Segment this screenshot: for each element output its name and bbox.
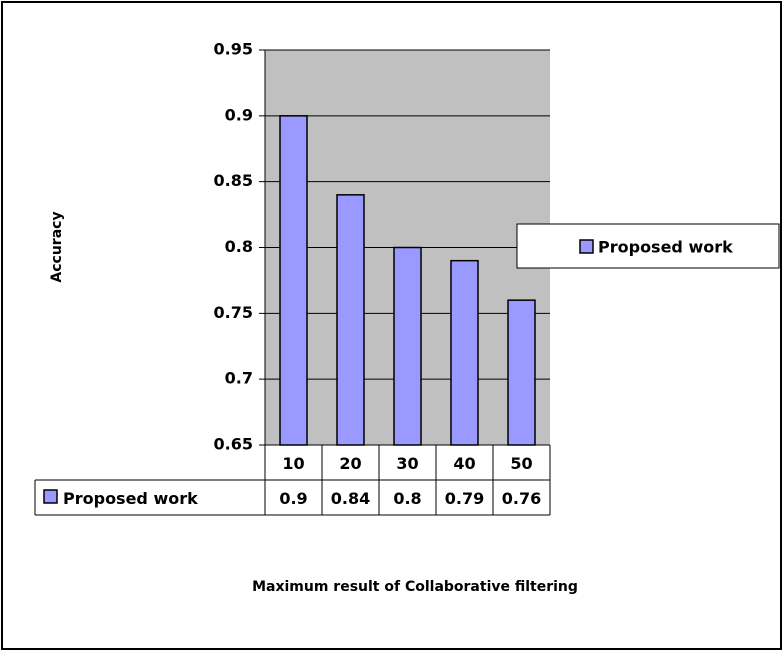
table-series-name: Proposed work [63, 489, 198, 508]
x-tick-label: 10 [282, 454, 304, 473]
table-legend-key [43, 489, 58, 504]
bar [393, 246, 422, 446]
y-tick-label: 0.95 [214, 40, 253, 59]
x-tick-label: 40 [453, 454, 475, 473]
bar [450, 259, 479, 446]
x-tick-label: 50 [510, 454, 532, 473]
legend-label: Proposed work [598, 238, 733, 257]
bar [279, 115, 308, 446]
y-tick-label: 0.75 [214, 303, 253, 322]
table-value: 0.9 [279, 489, 307, 508]
x-tick-label: 20 [339, 454, 361, 473]
legend-box [516, 223, 780, 269]
y-axis-label: Accuracy [49, 211, 65, 282]
table-value: 0.84 [331, 489, 370, 508]
bar [507, 299, 536, 446]
y-tick-label: 0.85 [214, 171, 253, 190]
table-value: 0.79 [445, 489, 484, 508]
y-tick-label: 0.7 [225, 369, 253, 388]
y-tick-label: 0.8 [225, 237, 253, 256]
bar [336, 194, 365, 446]
table-value: 0.76 [502, 489, 541, 508]
x-tick-label: 30 [396, 454, 418, 473]
legend-key [579, 239, 594, 254]
y-tick-label: 0.9 [225, 105, 253, 124]
y-tick-label: 0.65 [214, 435, 253, 454]
x-axis-label: Maximum result of Collaborative filterin… [252, 579, 578, 595]
table-value: 0.8 [393, 489, 421, 508]
